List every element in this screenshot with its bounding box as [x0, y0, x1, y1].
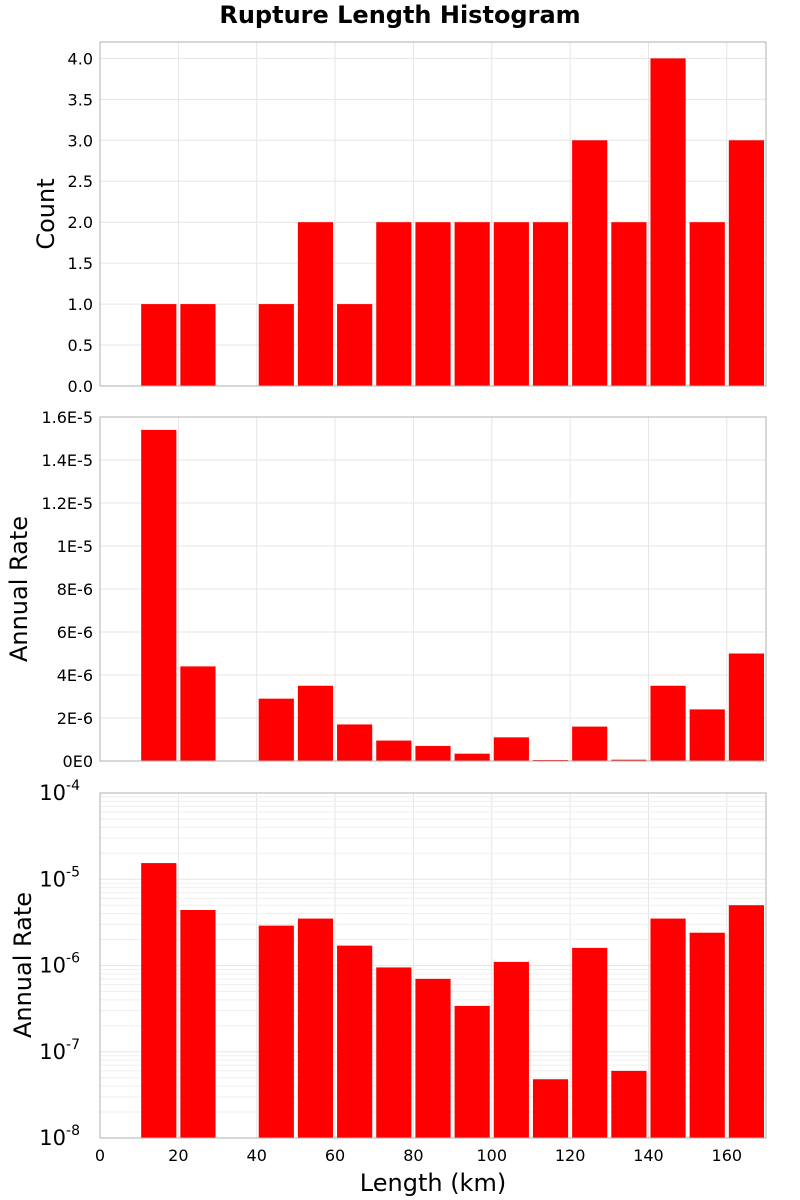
- histogram-bar: [337, 724, 373, 761]
- histogram-bar: [337, 945, 373, 1138]
- y-tick-label: 10-5: [39, 864, 80, 891]
- histogram-bar: [728, 653, 764, 761]
- y-axis-label-annual-rate-log: Annual Rate: [9, 892, 37, 1038]
- x-tick-label: 80: [403, 1146, 423, 1165]
- histogram-bar: [532, 1079, 569, 1138]
- count-panel: 0.0 0.5 1.0 1.5 2.0 2.5 3.0 3.5 4.0: [68, 41, 767, 396]
- histogram-bar: [728, 140, 764, 386]
- histogram-bar: [297, 222, 334, 386]
- y-tick-label: 10-6: [39, 951, 80, 978]
- y-axis-label-annual-rate-linear: Annual Rate: [5, 516, 33, 662]
- x-tick-label: 20: [168, 1146, 188, 1165]
- y-tick-label: 3.5: [68, 90, 93, 109]
- histogram-bar: [689, 222, 725, 386]
- annual-rate-linear-panel: 0E0 2E-6 4E-6 6E-6 8E-6 1E-5 1.2E-5 1.4E-5 1.6E-…: [41, 408, 767, 771]
- y-tick-label: 6E-6: [57, 623, 93, 642]
- y-tick-label: 2E-6: [57, 709, 93, 728]
- histogram-bar: [493, 961, 529, 1138]
- y-tick-label: 8E-6: [57, 580, 93, 599]
- histogram-bar: [180, 910, 216, 1138]
- histogram-bar: [141, 304, 177, 386]
- x-axis-label: Length (km): [360, 1169, 506, 1197]
- y-tick-label: 3.0: [68, 131, 93, 150]
- histogram-bar: [258, 304, 294, 386]
- histogram-bar: [454, 222, 490, 386]
- y-tick-label: 2.5: [68, 172, 93, 191]
- y-tick-label: 1.4E-5: [41, 451, 93, 470]
- histogram-bar: [689, 932, 725, 1138]
- histogram-bar: [258, 698, 294, 761]
- histogram-bar: [180, 666, 216, 761]
- histogram-bar: [454, 1005, 490, 1138]
- x-tick-label: 120: [555, 1146, 586, 1165]
- histogram-bar: [572, 140, 608, 386]
- histogram-bar: [650, 918, 686, 1138]
- histogram-bar: [297, 685, 334, 761]
- y-tick-label: 4E-6: [57, 666, 93, 685]
- histogram-bar: [297, 918, 334, 1138]
- histogram-bar: [141, 429, 177, 761]
- y-tick-label: 1E-5: [57, 537, 93, 556]
- histogram-bar: [376, 222, 412, 386]
- histogram-bar: [415, 978, 451, 1138]
- histogram-bar: [572, 947, 608, 1138]
- y-tick-label: 10-8: [39, 1123, 80, 1150]
- histogram-bar: [415, 745, 451, 761]
- x-tick-label: 40: [247, 1146, 267, 1165]
- histogram-bar: [728, 905, 764, 1138]
- histogram-bar: [258, 925, 294, 1138]
- y-tick-label: 0.0: [68, 377, 93, 396]
- y-tick-label: 4.0: [68, 49, 93, 68]
- histogram-bar: [532, 759, 569, 761]
- y-tick-label: 10-7: [39, 1037, 80, 1064]
- histogram-bar: [180, 304, 216, 386]
- histogram-bar: [650, 58, 686, 386]
- histogram-bar: [572, 726, 608, 761]
- y-tick-label: 1.2E-5: [41, 494, 93, 513]
- y-tick-label: 2.0: [68, 213, 93, 232]
- histogram-bar: [493, 737, 529, 761]
- y-tick-label: 0E0: [63, 752, 93, 771]
- histogram-bar: [376, 967, 412, 1138]
- histogram-bar: [454, 753, 490, 761]
- chart-title: Rupture Length Histogram: [219, 1, 580, 29]
- x-tick-label: 160: [712, 1146, 743, 1165]
- histogram-bar: [650, 685, 686, 761]
- y-tick-label: 0.5: [68, 336, 93, 355]
- histogram-bar: [689, 709, 725, 761]
- y-tick-label: 10-4: [39, 778, 80, 805]
- y-tick-label: 1.5: [68, 254, 93, 273]
- plot-frame: [99, 792, 767, 1139]
- histogram-bar: [376, 740, 412, 761]
- histogram-bar: [493, 222, 529, 386]
- annual-rate-log-panel: 10-8 10-7 10-6 10-5 10-4 0 20 40 60 80 100 120 140 16…: [39, 778, 767, 1165]
- x-tick-label: 60: [325, 1146, 345, 1165]
- histogram-bar: [337, 304, 373, 386]
- histogram-bar: [141, 863, 177, 1138]
- histogram-bar: [532, 222, 569, 386]
- x-tick-label: 100: [476, 1146, 507, 1165]
- y-tick-label: 1.6E-5: [41, 408, 93, 427]
- y-axis-label-count: Count: [32, 178, 60, 249]
- histogram-bar: [415, 222, 451, 386]
- histogram-bar: [611, 759, 647, 761]
- x-tick-label: 0: [95, 1146, 105, 1165]
- y-tick-label: 1.0: [68, 295, 93, 314]
- histogram-bar: [611, 1070, 647, 1138]
- plot-frame: [99, 416, 767, 762]
- histogram-bar: [611, 222, 647, 386]
- x-tick-label: 140: [633, 1146, 664, 1165]
- plot-frame: [99, 41, 767, 387]
